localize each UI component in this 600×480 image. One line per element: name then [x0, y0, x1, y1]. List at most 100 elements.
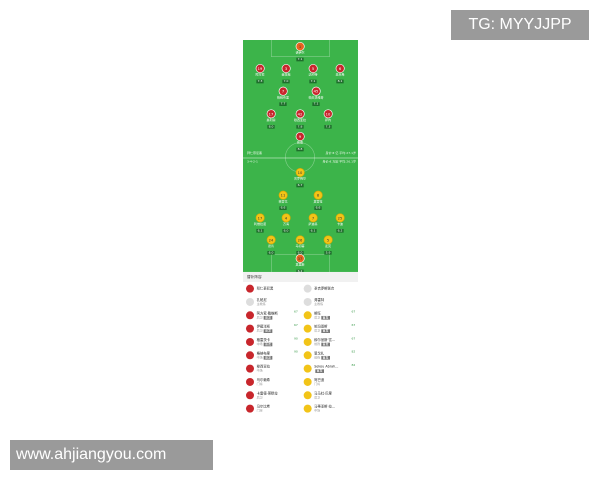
- player-rating: 6.2: [336, 228, 344, 233]
- jersey-icon: 26: [295, 235, 305, 245]
- jersey-icon: [303, 324, 312, 333]
- player-rating: 6.0: [267, 250, 275, 255]
- player-name: 马切蒂: [295, 244, 305, 248]
- sub-player[interactable]: 马马杜·巴里 后卫: [300, 389, 357, 402]
- sub-position: 前锋: [314, 355, 321, 360]
- home-coach[interactable]: 孔帕尼 主教练: [243, 295, 300, 308]
- home-player[interactable]: 3 金玟哉 7.0: [273, 63, 299, 84]
- player-rating: 6.1: [256, 228, 264, 233]
- sub-row: 阿方索·戴维斯 后卫 首发 67 斯旺 后卫 首发 67: [243, 309, 358, 322]
- coach-role: 主教练: [314, 302, 324, 306]
- sub-minute: 67: [294, 323, 298, 327]
- home-player[interactable]: 45 帕夫洛维奇 7.1: [303, 86, 329, 106]
- away-player[interactable]: 25 卡迪 6.2: [327, 213, 353, 233]
- player-name: 麦克: [324, 244, 331, 248]
- away-team-name: 圣吉罗斯联合: [314, 286, 335, 291]
- sub-player[interactable]: 卡雷德·莱默拉 后卫: [243, 389, 300, 402]
- away-player[interactable]: 5 麦克 5.9: [315, 235, 341, 255]
- jersey-icon: 8: [313, 190, 323, 200]
- home-player[interactable]: 9 凯恩 8.8: [287, 131, 313, 152]
- home-player[interactable]: 5 达约特 7.1: [300, 63, 326, 84]
- jersey-icon: [303, 391, 312, 400]
- player-rating: 6.6: [279, 206, 287, 210]
- home-team-info: 拜仁慕尼黑: [246, 151, 263, 155]
- jersey-icon: 37: [295, 253, 305, 263]
- home-player[interactable]: 17 奥利塞 8.0: [258, 109, 284, 129]
- sub-player[interactable]: 乌尔赖希 门将: [243, 375, 300, 388]
- sub-player[interactable]: 格雷茨卡 中场 首发 90: [243, 335, 300, 348]
- jersey-icon: 7: [308, 213, 318, 223]
- home-player[interactable]: 42 穆西亚拉 7.8: [287, 109, 313, 129]
- away-player[interactable]: 10 普罗梅尔 6.7: [287, 167, 313, 188]
- away-player[interactable]: 24 德肯 6.0: [258, 235, 284, 255]
- player-rating: 6.0: [296, 250, 304, 255]
- jersey-icon: [303, 337, 312, 346]
- substitutes-header: 替补阵容: [243, 271, 358, 282]
- player-name: 达约特: [308, 73, 318, 77]
- away-player[interactable]: 4 万海 6.0: [273, 213, 299, 233]
- coach-avatar: [245, 297, 254, 306]
- away-player[interactable]: 11 格雷戈 6.6: [270, 190, 296, 210]
- coach-role: 主教练: [256, 302, 266, 306]
- sub-player[interactable]: 乌尔比希 门将: [243, 402, 300, 415]
- top-penalty-box: [270, 40, 330, 57]
- sub-player[interactable]: 穆尔曼斯·富... 前锋 首发 67: [300, 335, 357, 348]
- sub-player[interactable]: Sekou Abrah... 首发 82: [300, 362, 357, 375]
- home-player[interactable]: 10 萨内 7.3: [315, 109, 341, 129]
- bayern-logo-icon: [245, 284, 254, 293]
- lineup-screen: 拜仁慕尼黑 身价:€ 亿 平均:27.1岁 3-4-2-1 身价:€ 万欧 平均…: [243, 40, 358, 440]
- sub-position: 后卫: [314, 329, 321, 333]
- jersey-icon: [245, 311, 254, 320]
- sub-minute: 67: [294, 310, 298, 314]
- sub-player[interactable]: 斯旺 后卫 首发 67: [300, 309, 357, 322]
- sub-position: 中场: [256, 355, 263, 360]
- jersey-icon: 4: [281, 213, 291, 223]
- home-player[interactable]: 6 基米希 8.1: [327, 63, 353, 84]
- sub-position: 门将: [256, 382, 263, 386]
- home-player[interactable]: 19 阿方索 7.3: [247, 63, 273, 84]
- player-name: 金玟哉: [281, 73, 291, 77]
- home-player[interactable]: 1 诺伊尔 7.1: [287, 41, 313, 62]
- jersey-icon: [245, 391, 254, 400]
- sub-tag: 首发: [263, 355, 273, 360]
- sub-minute: 90: [294, 336, 298, 341]
- sub-player[interactable]: 穆西亚拉 中场: [243, 362, 300, 375]
- player-rating: 6.7: [296, 183, 304, 188]
- pitch: 拜仁慕尼黑 身价:€ 亿 平均:27.1岁 3-4-2-1 身价:€ 万欧 平均…: [243, 40, 358, 274]
- sub-minute: 67: [351, 323, 356, 327]
- player-rating: 6.6: [314, 206, 322, 210]
- coaches-row: 孔帕尼 主教练 弗雷特 主教练: [243, 295, 358, 308]
- sub-player[interactable]: 马蒂亚斯·拉... 中场: [300, 402, 357, 415]
- sub-minute: 67: [351, 336, 356, 341]
- jersey-icon: 6: [335, 63, 345, 73]
- player-rating: 7.1: [312, 102, 320, 106]
- player-rating: 6.2: [296, 269, 304, 274]
- sub-position: 门将: [256, 409, 263, 413]
- jersey-icon: 5: [308, 63, 318, 73]
- player-name: 万海: [282, 222, 289, 226]
- away-player[interactable]: 8 莫雷拉 6.6: [305, 190, 331, 210]
- jersey-icon: [245, 324, 254, 333]
- sub-player[interactable]: 伊藤洋辉 后卫 首发 67: [243, 322, 300, 335]
- sub-player[interactable]: 恩戈扎 前锋 首发 82: [300, 349, 357, 362]
- sub-position: 后卫: [314, 395, 321, 400]
- away-player[interactable]: 7 萨迪基 6.1: [300, 213, 326, 233]
- sub-row: 格纳布里 中场 首发 90 恩戈扎 前锋 首发 82: [243, 349, 358, 362]
- away-player[interactable]: 26 马切蒂 6.0: [287, 235, 313, 255]
- player-name: 凯恩: [296, 141, 303, 145]
- away-player[interactable]: 17 利维拉诺 6.1: [247, 213, 273, 233]
- sub-position: 门将: [314, 382, 321, 386]
- home-player[interactable]: 7 格纳布里 7.7: [270, 86, 296, 106]
- sub-row: 乌尔比希 门将 马蒂亚斯·拉... 中场: [243, 402, 358, 415]
- jersey-icon: 19: [255, 63, 265, 73]
- sub-player[interactable]: 阿巴迪 门将: [300, 375, 357, 388]
- sub-player[interactable]: 格纳布里 中场 首发 90: [243, 349, 300, 362]
- jersey-icon: 3: [281, 63, 291, 73]
- sub-player[interactable]: 阿方索·戴维斯 后卫 首发 67: [243, 309, 300, 322]
- player-name: 帕夫洛维奇: [308, 95, 324, 100]
- sub-player[interactable]: 帕玛恩斯 后卫 首发 67: [300, 322, 357, 335]
- away-coach[interactable]: 弗雷特 主教练: [300, 295, 357, 308]
- sub-position: 后卫: [314, 315, 321, 320]
- sub-position: 前锋: [314, 342, 321, 346]
